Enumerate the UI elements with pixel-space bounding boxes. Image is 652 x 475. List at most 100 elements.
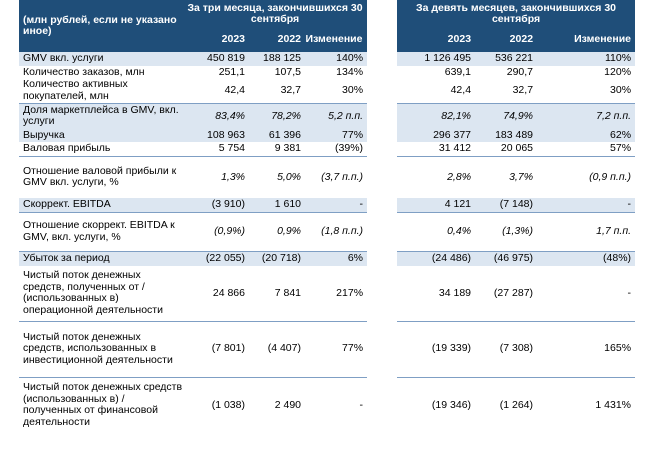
table-row: Количество заказов, млн 251,1 107,5 134% 639…: [19, 66, 635, 79]
table-row: Отношение валовой прибыли к GMV вкл. усл…: [19, 155, 636, 198]
cell-n22: (1,3%): [475, 211, 538, 251]
cell-n23: 296 377: [397, 129, 476, 142]
cell-q23: (1 038): [183, 376, 249, 433]
row-label: Доля маркетплейса в GMV, вкл. услуги: [19, 102, 183, 129]
cell-q22: 5,0%: [249, 155, 305, 198]
cell-q23: (3 910): [183, 198, 249, 212]
nine-months-header: За девять месяцев, закончившихся 30 сент…: [397, 0, 636, 28]
cell-qch: -: [305, 376, 368, 433]
cell-n23: 31 412: [438, 142, 472, 154]
row-label: Выручка: [19, 129, 183, 142]
cell-q23: (7 801): [183, 320, 249, 377]
cell-nch: 62%: [537, 129, 636, 142]
cell-q23: (22 055): [183, 250, 249, 266]
cell-qch: 217%: [336, 286, 364, 299]
cell-n23: 42,4: [450, 84, 472, 96]
cell-qch: (39%): [335, 142, 364, 154]
row-label: Отношение валовой прибыли к GMV вкл. усл…: [19, 155, 183, 198]
cell-q23: (0,9%): [183, 211, 249, 251]
cell-n23: 2,8%: [397, 155, 476, 198]
cell-qch: (1,8 п.п.): [305, 211, 368, 251]
year-2022-3m: 2022: [249, 28, 305, 52]
header-row-periods: (млн рублей, если не указано иное) За тр…: [19, 0, 636, 52]
cell-nch: -: [627, 286, 632, 299]
cell-n23: 0,4%: [397, 211, 476, 251]
cell-q22: (20 718): [249, 250, 305, 266]
table-row: Количество активных покупателей, млн 42,4…: [19, 79, 635, 103]
cell-n23: 34 189: [438, 286, 472, 299]
cell-q22: 188 125: [249, 52, 305, 66]
unit-label: (млн рублей, если не указано иное): [19, 0, 183, 52]
table-row: Убыток за период (22 055) (20 718) 6% (24 48…: [19, 250, 636, 266]
cell-qch: 77%: [305, 320, 368, 377]
cell-q22: 61 396: [249, 129, 305, 142]
table-row: Отношение скоррект. EBITDA к GMV, вкл. у…: [19, 211, 636, 251]
cell-nch: 57%: [610, 142, 632, 154]
row-label: Скоррект. EBITDA: [19, 198, 183, 212]
row-label: Количество заказов, млн: [23, 66, 145, 78]
cell-nch: (0,9 п.п.): [537, 155, 636, 198]
cell-n23: (24 486): [397, 250, 476, 266]
cell-qch: 134%: [336, 66, 364, 78]
table-row: Доля маркетплейса в GMV, вкл. услуги 83,4…: [19, 102, 636, 129]
three-months-header: За три месяца, закончившихся 30 сентября: [183, 0, 368, 28]
cell-q23: 251,1: [218, 66, 245, 78]
cell-q22: 1 610: [249, 198, 305, 212]
year-2023-3m: 2023: [183, 28, 249, 52]
cell-q22: (4 407): [249, 320, 305, 377]
cell-nch: 30%: [610, 84, 632, 96]
cell-q23: 450 819: [183, 52, 249, 66]
cell-nch: 120%: [604, 66, 632, 78]
cell-n22: 536 221: [475, 52, 538, 66]
cell-q23: 24 866: [212, 286, 245, 299]
cell-n22: 20 065: [500, 142, 534, 154]
cell-qch: 5,2 п.п.: [305, 102, 368, 129]
row-label: Отношение скоррект. EBITDA к GMV, вкл. у…: [19, 211, 183, 251]
cell-q23: 42,4: [224, 84, 245, 96]
row-label: Валовая прибыль: [23, 142, 111, 154]
row-label: Чистый поток денежных средств, использов…: [19, 320, 183, 377]
cell-qch: 140%: [305, 52, 368, 66]
cell-q22: 78,2%: [249, 102, 305, 129]
cell-nch: 1 431%: [537, 376, 636, 433]
cell-qch: -: [305, 198, 368, 212]
change-9m-header: Изменение: [537, 28, 636, 52]
cell-n23: 1 126 495: [397, 52, 476, 66]
cell-q22: 107,5: [274, 66, 301, 78]
table-row: Чистый поток денежных средств, использов…: [19, 320, 636, 377]
table-row: GMV вкл. услуги 450 819 188 125 140% 1 126 4…: [19, 52, 636, 66]
cell-q22: 0,9%: [249, 211, 305, 251]
cell-n22: (7 308): [475, 320, 538, 377]
cell-qch: 77%: [305, 129, 368, 142]
year-2022-9m: 2022: [475, 28, 538, 52]
table-row: Скоррект. EBITDA (3 910) 1 610-4 121 (7 148…: [19, 198, 636, 212]
cell-nch: 1,7 п.п.: [537, 211, 636, 251]
cell-n22: 74,9%: [475, 102, 538, 129]
cell-q23: 83,4%: [183, 102, 249, 129]
row-label: Чистый поток денежных средств (использов…: [19, 376, 183, 433]
cell-nch: 7,2 п.п.: [537, 102, 636, 129]
cell-q22: 32,7: [280, 84, 301, 96]
cell-q23: 1,3%: [183, 155, 249, 198]
cell-qch: 30%: [342, 84, 364, 96]
cell-nch: -: [537, 198, 636, 212]
cell-q23: 108 963: [183, 129, 249, 142]
cell-n22: (27 287): [493, 286, 534, 299]
header-row-years: 2023 2022 Изменение 2023 2022 Изменение: [19, 28, 636, 52]
change-3m-header: Изменение: [305, 28, 368, 52]
cell-n22: 32,7: [512, 84, 534, 96]
row-label: Чистый поток денежных средств, полученны…: [23, 269, 163, 316]
table-row: Чистый поток денежных средств (использов…: [19, 376, 636, 433]
cell-n23: (19 346): [397, 376, 476, 433]
cell-qch: 6%: [305, 250, 368, 266]
cell-n23: 82,1%: [397, 102, 476, 129]
cell-n23: (19 339): [397, 320, 476, 377]
cell-n22: (1 264): [475, 376, 538, 433]
cell-nch: (48%): [537, 250, 636, 266]
table-row: Чистый поток денежных средств, полученны…: [19, 266, 635, 321]
cell-n23: 4 121: [397, 198, 476, 212]
row-label: Убыток за период: [19, 250, 183, 266]
cell-n22: 290,7: [506, 66, 534, 78]
row-label: GMV вкл. услуги: [19, 52, 183, 66]
